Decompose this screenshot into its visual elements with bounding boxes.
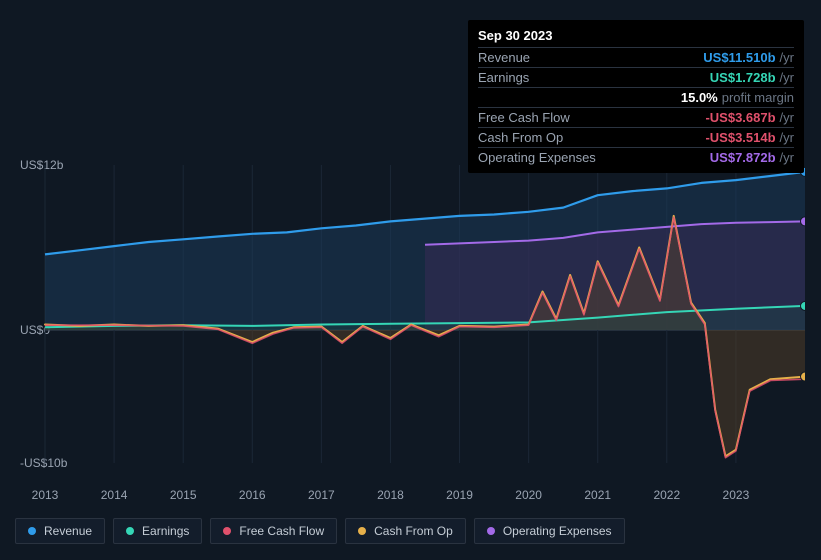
tooltip-date: Sep 30 2023	[478, 28, 794, 43]
x-axis-label: 2017	[308, 488, 335, 502]
tooltip-label: Revenue	[478, 50, 530, 65]
legend-label: Cash From Op	[374, 524, 453, 538]
x-axis-label: 2016	[239, 488, 266, 502]
financials-chart	[15, 160, 805, 500]
tooltip-value: -US$3.687b	[705, 110, 775, 125]
tooltip-value: US$11.510b	[703, 50, 775, 65]
tooltip-value: US$1.728b	[710, 70, 776, 85]
tooltip-suffix: profit margin	[722, 90, 794, 105]
tooltip-suffix: /yr	[780, 150, 794, 165]
x-axis-labels: 2013 2014 2015 2016 2017 2018 2019 2020 2021 2022…	[15, 488, 805, 506]
legend-label: Earnings	[142, 524, 189, 538]
x-axis-label: 2013	[32, 488, 59, 502]
legend-dot-icon	[358, 527, 366, 535]
x-axis-label: 2018	[377, 488, 404, 502]
tooltip-suffix: /yr	[780, 70, 794, 85]
legend-label: Revenue	[44, 524, 92, 538]
tooltip-value: US$7.872b	[710, 150, 776, 165]
tooltip-row: Revenue US$11.510b/yr	[478, 47, 794, 67]
tooltip-label: Cash From Op	[478, 130, 563, 145]
tooltip-row: Free Cash Flow -US$3.687b/yr	[478, 107, 794, 127]
x-axis-label: 2021	[584, 488, 611, 502]
legend-dot-icon	[223, 527, 231, 535]
tooltip-suffix: /yr	[780, 50, 794, 65]
legend-item-operating-expenses[interactable]: Operating Expenses	[474, 518, 625, 544]
tooltip-value: -US$3.514b	[705, 130, 775, 145]
tooltip-label: Free Cash Flow	[478, 110, 570, 125]
chart-legend: Revenue Earnings Free Cash Flow Cash From O…	[15, 518, 625, 544]
legend-item-free-cash-flow[interactable]: Free Cash Flow	[210, 518, 337, 544]
legend-dot-icon	[28, 527, 36, 535]
legend-item-revenue[interactable]: Revenue	[15, 518, 105, 544]
x-axis-label: 2014	[101, 488, 128, 502]
tooltip-suffix: /yr	[780, 130, 794, 145]
tooltip-value: 15.0%	[681, 90, 718, 105]
chart-canvas	[15, 160, 805, 480]
chart-tooltip: Sep 30 2023 RevenueUS$11.510b/yrEarnings…	[468, 20, 804, 173]
x-axis-label: 2015	[170, 488, 197, 502]
tooltip-suffix: /yr	[780, 110, 794, 125]
legend-item-earnings[interactable]: Earnings	[113, 518, 202, 544]
tooltip-label: Operating Expenses	[478, 150, 596, 165]
x-axis-label: 2019	[446, 488, 473, 502]
legend-item-cash-from-op[interactable]: Cash From Op	[345, 518, 466, 544]
legend-dot-icon	[126, 527, 134, 535]
legend-label: Operating Expenses	[503, 524, 612, 538]
x-axis-label: 2022	[653, 488, 680, 502]
tooltip-row: 15.0% profit margin	[478, 87, 794, 107]
tooltip-row: Cash From Op -US$3.514b/yr	[478, 127, 794, 147]
tooltip-label: Earnings	[478, 70, 529, 85]
tooltip-row: Operating Expenses US$7.872b/yr	[478, 147, 794, 167]
tooltip-row: Earnings US$1.728b/yr	[478, 67, 794, 87]
x-axis-label: 2020	[515, 488, 542, 502]
legend-dot-icon	[487, 527, 495, 535]
x-axis-label: 2023	[723, 488, 750, 502]
legend-label: Free Cash Flow	[239, 524, 324, 538]
